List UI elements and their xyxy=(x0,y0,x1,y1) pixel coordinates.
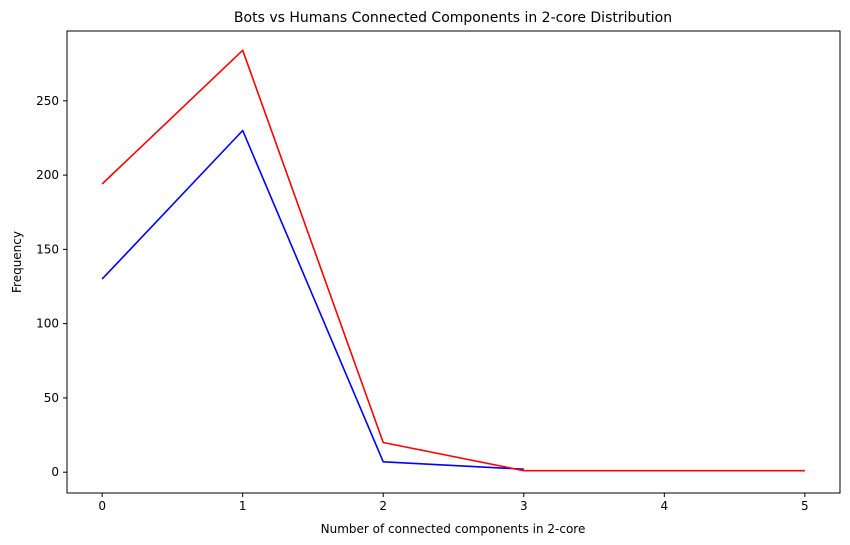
y-tick-label: 50 xyxy=(44,391,59,405)
y-tick-label: 100 xyxy=(36,317,59,331)
y-tick-label: 250 xyxy=(36,94,59,108)
y-axis-label: Frequency xyxy=(10,231,24,293)
x-tick-label: 1 xyxy=(239,499,247,513)
y-tick-label: 0 xyxy=(51,465,59,479)
series-line-red xyxy=(101,49,805,472)
x-tick-label: 5 xyxy=(801,499,809,513)
y-tick-label: 200 xyxy=(36,168,59,182)
chart-title: Bots vs Humans Connected Components in 2… xyxy=(234,10,672,26)
x-tick-label: 4 xyxy=(660,499,668,513)
series-line-blue xyxy=(101,129,524,470)
x-tick-label: 0 xyxy=(98,499,106,513)
y-tick-label: 150 xyxy=(36,242,59,256)
x-tick-label: 2 xyxy=(379,499,387,513)
x-tick-label: 3 xyxy=(520,499,528,513)
plot-lines xyxy=(101,49,805,472)
plot-frame xyxy=(66,30,841,494)
x-axis-label: Number of connected components in 2-core xyxy=(321,522,586,536)
